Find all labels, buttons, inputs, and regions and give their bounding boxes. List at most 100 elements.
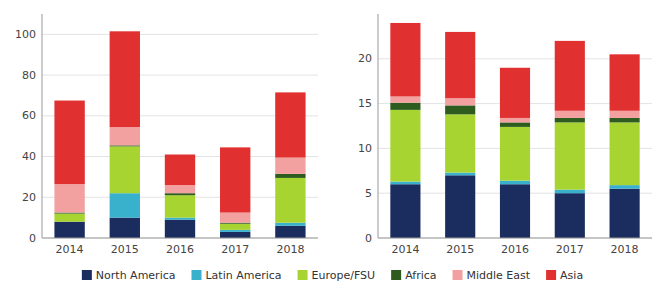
bar-segment xyxy=(54,213,84,214)
bar-segment xyxy=(54,101,84,184)
bar-segment xyxy=(110,31,140,127)
bar-segment xyxy=(610,118,640,122)
legend-label: Middle East xyxy=(467,269,531,282)
bars xyxy=(54,31,305,238)
figure: 0204060801002014201520162017201805101520… xyxy=(0,0,665,293)
bar-segment xyxy=(500,118,530,122)
bar-segment xyxy=(555,118,585,122)
bar-segment xyxy=(165,220,195,238)
grid-line xyxy=(378,238,652,239)
bar-segment xyxy=(445,114,475,172)
x-tick-label: 2016 xyxy=(166,243,194,256)
bar-segment xyxy=(390,184,420,238)
chart: 02040608010020142015201620172018 xyxy=(15,14,318,256)
bar-segment xyxy=(555,41,585,111)
chart: 0510152020142015201620172018 xyxy=(358,14,652,256)
bar-segment xyxy=(220,213,250,223)
legend-swatch xyxy=(453,270,463,280)
bar-segment xyxy=(220,223,250,224)
bar-segment xyxy=(220,147,250,212)
bar-segment xyxy=(165,155,195,186)
bar-segment xyxy=(275,223,305,226)
y-tick-label: 5 xyxy=(365,187,372,200)
legend-swatch xyxy=(546,270,556,280)
bar-segment xyxy=(445,175,475,238)
bar-segment xyxy=(500,181,530,185)
y-tick-label: 20 xyxy=(358,52,372,65)
x-tick-label: 2015 xyxy=(111,243,139,256)
bar-segment xyxy=(610,122,640,185)
bar-segment xyxy=(275,226,305,238)
bar-segment xyxy=(610,54,640,110)
bar-segment xyxy=(555,111,585,118)
legend-item: Latin America xyxy=(191,269,281,282)
x-tick-label: 2017 xyxy=(221,243,249,256)
bar-segment xyxy=(54,214,84,222)
grid-line xyxy=(42,238,318,239)
bar-segment xyxy=(110,127,140,145)
legend-swatch xyxy=(191,270,201,280)
legend-swatch xyxy=(298,270,308,280)
bar-segment xyxy=(275,92,305,157)
y-tick-label: 10 xyxy=(358,142,372,155)
legend-swatch xyxy=(391,270,401,280)
bar-segment xyxy=(220,232,250,238)
bar-segment xyxy=(390,23,420,96)
bar-segment xyxy=(610,185,640,189)
bar-segment xyxy=(445,105,475,114)
bar-segment xyxy=(445,98,475,105)
legend-label: North America xyxy=(96,269,176,282)
bar-segment xyxy=(275,158,305,174)
legend-item: Europe/FSU xyxy=(298,269,376,282)
bar-segment xyxy=(54,222,84,238)
y-tick-label: 20 xyxy=(22,191,36,204)
bar-segment xyxy=(610,111,640,118)
x-axis-line xyxy=(378,238,652,239)
bar-segment xyxy=(500,68,530,118)
legend-label: Africa xyxy=(405,269,436,282)
bar-segment xyxy=(165,185,195,193)
x-tick-label: 2016 xyxy=(501,243,529,256)
bar-segment xyxy=(54,184,84,213)
grid-line xyxy=(42,75,318,76)
bar-segment xyxy=(555,190,585,194)
legend: North America Latin America Europe/FSU Afri… xyxy=(82,269,583,282)
y-tick-label: 0 xyxy=(365,232,372,245)
bar-segment xyxy=(500,184,530,238)
legend-label: Asia xyxy=(560,269,583,282)
x-tick-label: 2017 xyxy=(556,243,584,256)
bar-segment xyxy=(445,173,475,176)
grid-line xyxy=(42,34,318,35)
bar-segment xyxy=(500,127,530,181)
bar-segment xyxy=(445,32,475,98)
bar-segment xyxy=(555,122,585,189)
bars xyxy=(390,23,639,238)
bar-segment xyxy=(390,96,420,102)
bar-segment xyxy=(390,103,420,110)
x-tick-label: 2014 xyxy=(56,243,84,256)
legend-item: Middle East xyxy=(453,269,531,282)
bar-segment xyxy=(275,174,305,178)
bar-segment xyxy=(165,218,195,220)
bar-segment xyxy=(390,182,420,185)
bar-segment xyxy=(110,145,140,146)
y-tick-label: 60 xyxy=(22,109,36,122)
bar-segment xyxy=(110,193,140,217)
y-tick-label: 0 xyxy=(29,232,36,245)
y-tick-label: 80 xyxy=(22,69,36,82)
y-tick-label: 40 xyxy=(22,150,36,163)
legend-item: North America xyxy=(82,269,176,282)
x-tick-label: 2018 xyxy=(276,243,304,256)
bar-segment xyxy=(165,195,195,217)
x-axis-line xyxy=(42,238,318,239)
x-tick-label: 2018 xyxy=(611,243,639,256)
bar-segment xyxy=(390,110,420,182)
legend-swatch xyxy=(82,270,92,280)
bar-segment xyxy=(165,193,195,195)
x-tick-label: 2015 xyxy=(446,243,474,256)
x-tick-label: 2014 xyxy=(391,243,419,256)
legend-item: Asia xyxy=(546,269,583,282)
bar-segment xyxy=(110,146,140,193)
legend-item: Africa xyxy=(391,269,436,282)
legend-label: Latin America xyxy=(205,269,281,282)
